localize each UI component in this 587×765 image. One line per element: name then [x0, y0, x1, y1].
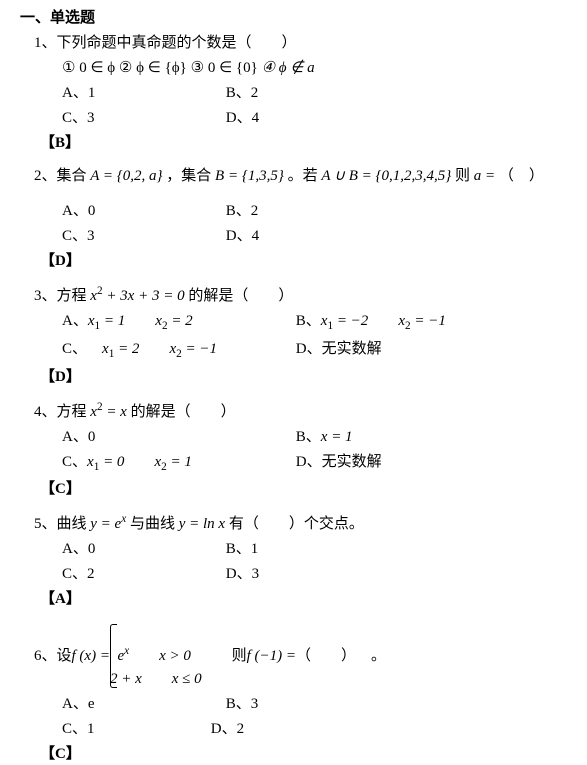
q2-t2: ，集合: [163, 168, 216, 184]
q5-opt-c: C、2: [62, 564, 222, 585]
q2-t3: 。若: [284, 168, 322, 184]
q2-m3: A ∪ B = {0,1,2,3,4,5}: [321, 168, 451, 184]
q6-m1: f (x) =: [72, 646, 110, 667]
q2-opt-b: B、2: [226, 201, 259, 222]
q6-t2: 则: [202, 646, 247, 667]
q3-opt-a: A、x1 = 1 x2 = 2: [62, 311, 292, 335]
q6-m2: f (−1) =: [247, 646, 296, 667]
q3-opt-d: D、无实数解: [296, 339, 382, 360]
q6-pw-row2: 2 + x x ≤ 0: [110, 668, 202, 691]
q3-options-row1: A、x1 = 1 x2 = 2 B、x1 = −2 x2 = −1: [62, 311, 567, 335]
q1-opt-b: B、2: [226, 83, 259, 104]
q5-opt-d: D、3: [226, 564, 259, 585]
q1-opt-c: C、3: [62, 108, 222, 129]
q2-t5: （ ）: [499, 168, 544, 184]
q1-options-row1: A、1 B、2: [62, 83, 567, 104]
q5-options-row2: C、2 D、3: [62, 564, 567, 585]
q2-opt-c: C、3: [62, 226, 222, 247]
q4-t2: 的解是（ ）: [127, 404, 236, 420]
section-title: 一、单选题: [20, 8, 567, 29]
q2-stem: 2、集合 A = {0,2, a} ，集合 B = {1,3,5} 。若 A ∪…: [34, 166, 567, 187]
q4-options-row1: A、0 B、x = 1: [62, 427, 567, 448]
q1-sub2: ② ϕ ∈ {ϕ}: [119, 60, 187, 76]
q6-answer: 【C】: [40, 744, 567, 765]
q2-options-row1: A、0 B、2: [62, 201, 567, 222]
question-3: 3、方程 x2 + 3x + 3 = 0 的解是（ ） A、x1 = 1 x2 …: [20, 284, 567, 363]
q6-piecewise: ex x > 0 2 + x x ≤ 0: [110, 622, 202, 690]
q1-subitems: ① 0 ∈ ϕ ② ϕ ∈ {ϕ} ③ 0 ∈ {0} ④ ϕ ∉ a: [62, 58, 567, 79]
q3-t2: 的解是（ ）: [185, 288, 294, 304]
q5-m2: y = ln x: [179, 516, 225, 532]
q2-m1: A = {0,2, a}: [90, 168, 162, 184]
q5-t3: 有（ ）个交点。: [225, 516, 364, 532]
q3-answer: 【D】: [40, 367, 567, 388]
q2-options-row2: C、3 D、4: [62, 226, 567, 247]
q1-stem: 1、下列命题中真命题的个数是（ ）: [34, 33, 567, 54]
q4-answer: 【C】: [40, 479, 567, 500]
question-1: 1、下列命题中真命题的个数是（ ） ① 0 ∈ ϕ ② ϕ ∈ {ϕ} ③ 0 …: [20, 33, 567, 129]
q3-options-row2: C、 x1 = 2 x2 = −1 D、无实数解: [62, 339, 567, 363]
q3-opt-c: C、 x1 = 2 x2 = −1: [62, 339, 292, 363]
q5-opt-b: B、1: [226, 539, 259, 560]
q5-opt-a: A、0: [62, 539, 222, 560]
q6-t1: 6、设: [34, 646, 72, 667]
q6-t3: （ ） 。: [296, 646, 386, 667]
q4-stem: 4、方程 x2 = x 的解是（ ）: [34, 400, 567, 423]
q6-opt-c: C、1: [62, 719, 207, 740]
q4-options-row2: C、x1 = 0 x2 = 1 D、无实数解: [62, 452, 567, 476]
q2-m4: a =: [474, 168, 499, 184]
q6-opt-a: A、e: [62, 694, 222, 715]
q4-t1: 4、方程: [34, 404, 90, 420]
q1-sub3: ③ 0 ∈ {0}: [191, 60, 258, 76]
q5-m1: y = ex: [90, 516, 126, 532]
q5-stem: 5、曲线 y = ex 与曲线 y = ln x 有（ ）个交点。: [34, 512, 567, 535]
q1-options-row2: C、3 D、4: [62, 108, 567, 129]
q4-opt-d: D、无实数解: [296, 452, 382, 473]
q5-options-row1: A、0 B、1: [62, 539, 567, 560]
q2-opt-a: A、0: [62, 201, 222, 222]
q4-opt-c: C、x1 = 0 x2 = 1: [62, 452, 292, 476]
q6-options-row1: A、e B、3: [62, 694, 567, 715]
q1-opt-d: D、4: [226, 108, 259, 129]
q5-t1: 5、曲线: [34, 516, 90, 532]
q4-opt-a: A、0: [62, 427, 292, 448]
q5-answer: 【A】: [40, 589, 567, 610]
q3-t1: 3、方程: [34, 288, 90, 304]
q3-opt-b: B、x1 = −2 x2 = −1: [296, 311, 446, 335]
q6-pw-row1: ex x > 0: [110, 643, 202, 668]
q3-stem: 3、方程 x2 + 3x + 3 = 0 的解是（ ）: [34, 284, 567, 307]
question-2: 2、集合 A = {0,2, a} ，集合 B = {1,3,5} 。若 A ∪…: [20, 166, 567, 247]
q4-m1: x2 = x: [90, 404, 127, 420]
question-5: 5、曲线 y = ex 与曲线 y = ln x 有（ ）个交点。 A、0 B、…: [20, 512, 567, 585]
q6-options-row2: C、1 D、2: [62, 719, 567, 740]
q2-t4: 则: [451, 168, 474, 184]
q6-stem: 6、设 f (x) = ex x > 0 2 + x x ≤ 0 则 f (−1…: [34, 622, 567, 690]
q2-answer: 【D】: [40, 251, 567, 272]
q1-opt-a: A、1: [62, 83, 222, 104]
question-6: 6、设 f (x) = ex x > 0 2 + x x ≤ 0 则 f (−1…: [20, 622, 567, 740]
q2-opt-d: D、4: [226, 226, 259, 247]
q6-opt-b: B、3: [226, 694, 259, 715]
q4-opt-b: B、x = 1: [296, 427, 353, 448]
question-4: 4、方程 x2 = x 的解是（ ） A、0 B、x = 1 C、x1 = 0 …: [20, 400, 567, 476]
q2-t1: 2、集合: [34, 168, 90, 184]
q1-sub1: ① 0 ∈ ϕ: [62, 60, 115, 76]
q5-t2: 与曲线: [126, 516, 179, 532]
q6-opt-d: D、2: [211, 719, 244, 740]
q3-m1: x2 + 3x + 3 = 0: [90, 288, 184, 304]
q1-sub4: ④ ϕ ∉ a: [262, 60, 315, 76]
q1-answer: 【B】: [40, 133, 567, 154]
q2-m2: B = {1,3,5}: [215, 168, 284, 184]
